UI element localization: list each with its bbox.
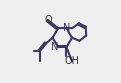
Text: OH: OH bbox=[64, 56, 79, 66]
Text: N: N bbox=[51, 42, 58, 52]
Text: O: O bbox=[44, 15, 52, 25]
Text: N: N bbox=[63, 23, 70, 33]
